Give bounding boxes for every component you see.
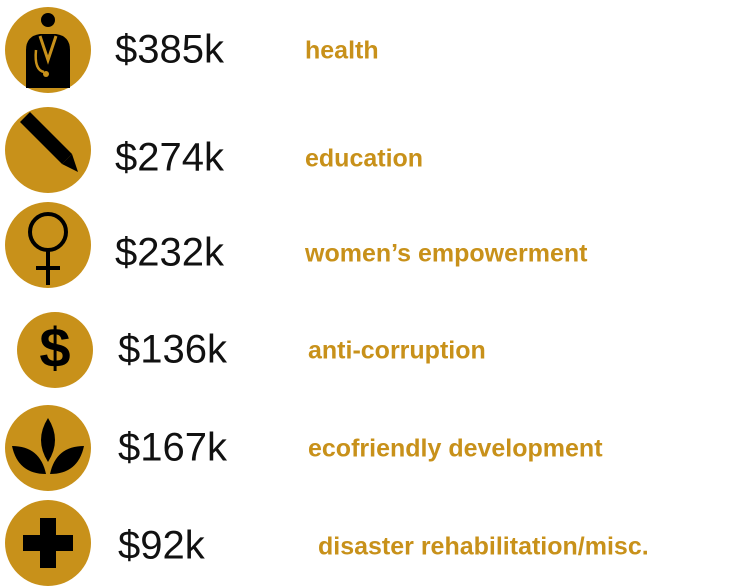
disaster-icon — [5, 500, 91, 586]
amount: $274k — [115, 136, 225, 180]
category-label: health — [305, 37, 379, 65]
category-label: women’s empowerment — [304, 240, 588, 268]
amount: $167k — [118, 426, 228, 470]
eco-icon — [5, 405, 91, 491]
svg-text:$: $ — [39, 316, 70, 379]
amount: $385k — [115, 28, 225, 72]
amount: $232k — [115, 231, 225, 275]
category-label: anti-corruption — [308, 337, 486, 365]
anti-corruption-icon: $ — [17, 312, 93, 388]
category-label: education — [305, 145, 423, 173]
health-icon — [5, 7, 91, 93]
education-icon — [5, 107, 91, 193]
category-label: disaster rehabilitation/misc. — [318, 533, 649, 561]
women-icon — [5, 202, 91, 288]
amount: $92k — [118, 524, 206, 568]
category-label: ecofriendly development — [308, 435, 603, 463]
amount: $136k — [118, 328, 228, 372]
